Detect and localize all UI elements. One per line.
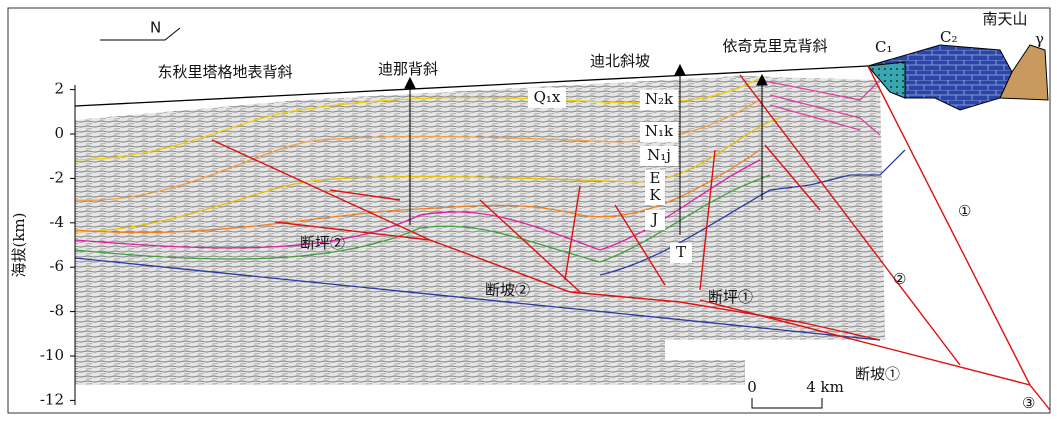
stratum: N₂k <box>645 90 674 108</box>
stratum: N₁k <box>645 122 674 140</box>
stratum: T <box>676 243 686 261</box>
structure-label: 迪那背斜 <box>378 60 438 78</box>
y-tick-label: -8 <box>49 302 64 320</box>
fault-label: ③ <box>1022 394 1035 412</box>
structure-label: 南天山 <box>982 10 1027 28</box>
structure-label: 迪北斜坡 <box>590 52 650 70</box>
stratum: C₁ <box>875 38 893 56</box>
scale-label: 4 km <box>806 378 844 396</box>
y-tick-label: -12 <box>40 390 64 408</box>
y-tick-label: 0 <box>54 124 64 142</box>
y-tick-label: -2 <box>49 168 64 186</box>
y-axis-label: 海拔(km) <box>10 212 28 277</box>
fault-label: ① <box>958 202 971 220</box>
north: N <box>150 19 161 37</box>
stratum: J <box>650 210 658 228</box>
stratum: Q₁x <box>534 88 561 106</box>
scale-label: 0 <box>747 378 757 396</box>
structure-label: 依奇克里克背斜 <box>722 37 827 55</box>
stratum: E <box>650 169 661 187</box>
fault-label: 断坡① <box>855 365 900 383</box>
fault-label: 断坪① <box>708 288 753 306</box>
fault-label: 断坪② <box>300 234 345 252</box>
stratum: C₂ <box>940 28 958 46</box>
structure-label: 东秋里塔格地表背斜 <box>157 63 292 81</box>
fault-label: 断坡② <box>485 281 530 299</box>
stratum: N₁j <box>647 146 671 164</box>
section-diagram: 2 0 -2 -4 -6 -8 -10 -12 海拔(km) N 东秋里塔格地表背斜 迪那背斜… <box>0 0 1057 421</box>
y-tick-label: -10 <box>40 346 64 364</box>
stratum: γ <box>1035 30 1044 48</box>
y-tick-label: -6 <box>49 257 64 275</box>
fault-label: ② <box>893 270 906 288</box>
y-tick-label: -4 <box>49 213 64 231</box>
stratum: K <box>649 186 661 204</box>
y-tick-label: 2 <box>54 80 64 98</box>
